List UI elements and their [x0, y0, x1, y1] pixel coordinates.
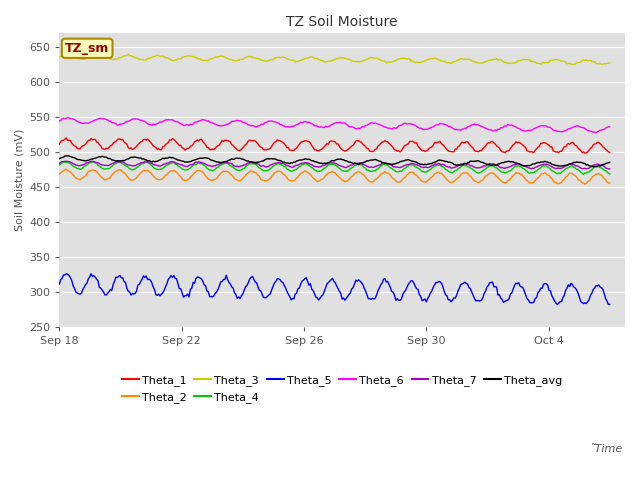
Theta_2: [275, 168, 282, 174]
Theta_7: [606, 166, 614, 172]
Theta_6: [123, 119, 131, 125]
Text: TZ_sm: TZ_sm: [65, 42, 109, 55]
Theta_6: [592, 130, 600, 135]
Theta_avg: [589, 164, 597, 169]
Theta_avg: [606, 159, 614, 165]
Theta_1: [403, 142, 411, 147]
Theta_6: [606, 124, 614, 130]
Theta_1: [581, 150, 589, 156]
Theta_avg: [123, 156, 131, 162]
Theta_6: [403, 121, 411, 127]
Theta_1: [62, 135, 70, 141]
Theta_6: [457, 127, 465, 133]
Theta_2: [62, 167, 70, 172]
Line: Theta_5: Theta_5: [60, 274, 610, 304]
Theta_3: [123, 52, 131, 58]
Theta_2: [581, 181, 589, 187]
Theta_2: [56, 171, 63, 177]
Theta_2: [454, 175, 462, 181]
Line: Theta_7: Theta_7: [60, 161, 610, 169]
Theta_4: [454, 166, 462, 172]
Theta_2: [123, 173, 131, 179]
Theta_7: [457, 161, 465, 167]
Theta_avg: [56, 156, 63, 162]
Theta_avg: [236, 156, 244, 161]
Theta_5: [554, 301, 561, 307]
Theta_2: [403, 172, 411, 178]
Line: Theta_1: Theta_1: [60, 138, 610, 153]
Line: Theta_6: Theta_6: [60, 118, 610, 132]
Theta_1: [275, 138, 282, 144]
Theta_6: [64, 115, 72, 120]
Theta_6: [275, 120, 282, 126]
Theta_2: [236, 178, 244, 184]
Theta_6: [236, 118, 244, 124]
Theta_5: [454, 288, 462, 294]
Text: ˜Time: ˜Time: [589, 444, 622, 454]
Theta_7: [403, 162, 411, 168]
Theta_7: [123, 162, 131, 168]
Theta_3: [457, 56, 465, 61]
Theta_7: [275, 159, 282, 165]
Theta_4: [236, 168, 244, 173]
Theta_3: [403, 56, 411, 61]
Theta_1: [606, 149, 614, 155]
Theta_4: [580, 171, 588, 177]
Title: TZ Soil Moisture: TZ Soil Moisture: [287, 15, 398, 29]
Theta_4: [56, 162, 63, 168]
Theta_2: [457, 172, 465, 178]
Theta_4: [606, 171, 614, 177]
Theta_2: [606, 180, 614, 186]
Theta_4: [403, 164, 411, 169]
Line: Theta_avg: Theta_avg: [60, 156, 610, 167]
Theta_5: [56, 281, 63, 287]
Line: Theta_3: Theta_3: [60, 54, 610, 64]
Theta_4: [123, 163, 131, 169]
Theta_3: [236, 57, 244, 62]
Theta_5: [275, 276, 282, 282]
Theta_6: [56, 118, 63, 124]
Theta_3: [62, 51, 70, 57]
Theta_6: [454, 127, 462, 133]
Y-axis label: Soil Moisture (mV): Soil Moisture (mV): [15, 129, 25, 231]
Theta_3: [275, 54, 282, 60]
Theta_3: [56, 54, 63, 60]
Theta_5: [236, 296, 244, 301]
Theta_3: [454, 58, 462, 63]
Theta_avg: [275, 157, 282, 163]
Theta_1: [236, 147, 244, 153]
Theta_7: [236, 163, 244, 169]
Theta_avg: [457, 162, 465, 168]
Theta_5: [62, 271, 70, 276]
Theta_avg: [403, 157, 411, 163]
Theta_1: [123, 141, 131, 147]
Theta_7: [116, 158, 124, 164]
Line: Theta_4: Theta_4: [60, 162, 610, 174]
Theta_1: [457, 141, 465, 146]
Theta_3: [606, 60, 614, 66]
Theta_5: [457, 282, 465, 288]
Theta_1: [56, 141, 63, 147]
Theta_avg: [454, 162, 462, 168]
Theta_7: [56, 161, 63, 167]
Theta_7: [454, 163, 462, 169]
Theta_1: [454, 144, 462, 150]
Theta_avg: [64, 153, 72, 159]
Theta_4: [88, 159, 96, 165]
Theta_3: [598, 61, 605, 67]
Theta_4: [457, 165, 465, 170]
Legend: Theta_1, Theta_2, Theta_3, Theta_4, Theta_5, Theta_6, Theta_7, Theta_avg: Theta_1, Theta_2, Theta_3, Theta_4, Thet…: [117, 371, 567, 407]
Theta_5: [606, 301, 614, 307]
Theta_5: [403, 284, 411, 290]
Line: Theta_2: Theta_2: [60, 169, 610, 184]
Theta_5: [123, 286, 131, 291]
Theta_4: [275, 161, 282, 167]
